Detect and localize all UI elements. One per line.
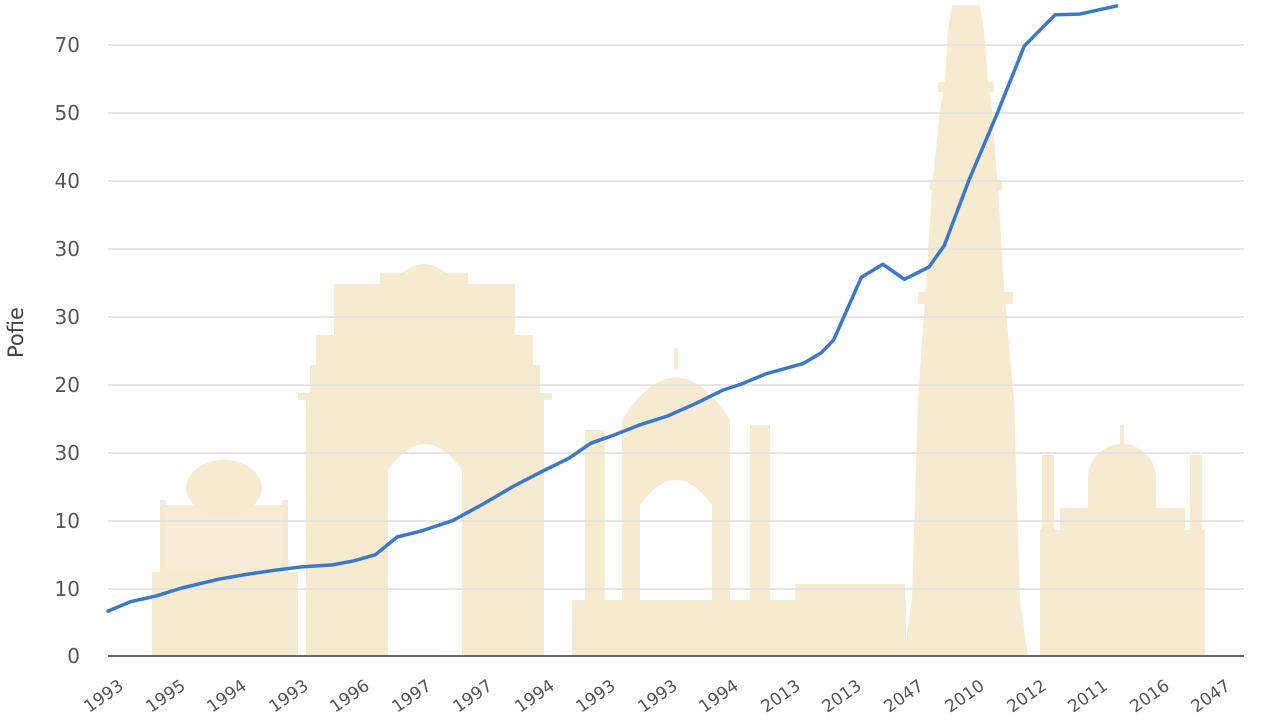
india-gate-silhouette xyxy=(298,264,552,656)
y-axis-label: Pofie xyxy=(4,307,28,358)
y-tick-label: 0 xyxy=(67,644,80,668)
temple-silhouette xyxy=(572,348,906,656)
y-tick-label: 30 xyxy=(54,237,80,261)
pavilion-silhouette xyxy=(152,460,298,656)
y-tick-label: 10 xyxy=(54,509,80,533)
qutub-minar-silhouette xyxy=(904,5,1028,656)
data-line xyxy=(106,4,1119,613)
y-tick-label: 30 xyxy=(54,305,80,329)
y-tick-label: 70 xyxy=(54,33,80,57)
y-tick-label: 10 xyxy=(54,577,80,601)
mosque-silhouette xyxy=(1040,425,1205,656)
y-tick-label: 20 xyxy=(54,373,80,397)
y-tick-label: 30 xyxy=(54,441,80,465)
y-tick-label: 50 xyxy=(54,101,80,125)
gridlines xyxy=(108,44,1244,590)
y-tick-label: 40 xyxy=(54,169,80,193)
landmark-silhouettes xyxy=(152,5,1205,656)
